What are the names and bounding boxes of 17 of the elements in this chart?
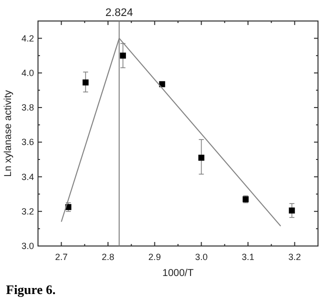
ref-line-label: 2.824 — [105, 7, 133, 19]
x-tick-label: 3.1 — [242, 252, 254, 262]
caption: Figure 6. — [6, 282, 56, 297]
x-axis-title: 1000/T — [162, 268, 194, 279]
x-tick-label: 3.2 — [288, 252, 301, 262]
x-tick-label: 3.0 — [195, 252, 208, 262]
y-axis-title: Ln xylanase activity — [3, 90, 14, 177]
y-tick-label: 4.0 — [21, 68, 34, 78]
x-tick-label: 2.8 — [102, 252, 114, 262]
y-tick-label: 3.0 — [21, 241, 34, 251]
y-tick-label: 3.8 — [21, 102, 34, 113]
y-tick-label: 3.4 — [21, 172, 34, 182]
y-tick-label: 3.2 — [21, 206, 34, 216]
y-tick-label: 4.2 — [21, 33, 34, 44]
x-tick-label: 2.9 — [148, 252, 161, 262]
x-tick-label: 2.7 — [55, 252, 68, 262]
y-tick-label: 3.6 — [21, 137, 34, 148]
